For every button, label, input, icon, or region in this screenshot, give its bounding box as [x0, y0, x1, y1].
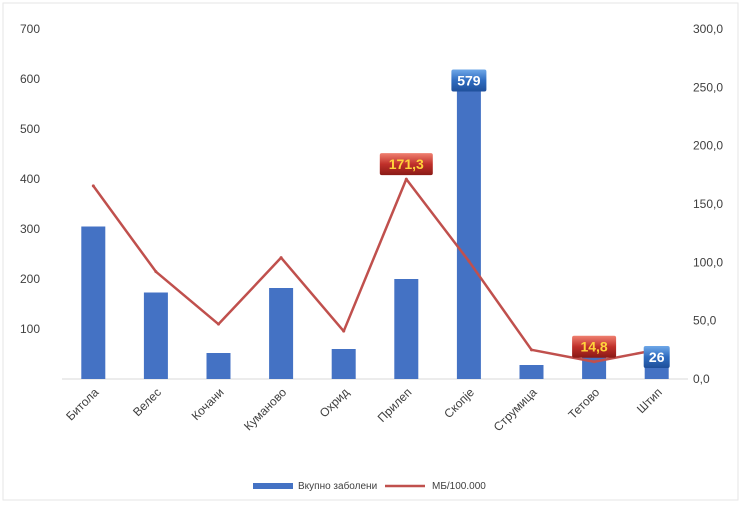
bar — [143, 292, 168, 379]
y-left-tick-label: 200 — [20, 272, 40, 286]
category-label: Штип — [634, 385, 665, 416]
bar — [519, 365, 544, 379]
legend-label: Вкупно заболени — [298, 480, 377, 492]
legend-label: МБ/100.000 — [432, 481, 486, 492]
data-label-box — [572, 335, 617, 358]
line-series — [92, 177, 657, 363]
category-label: Велес — [130, 385, 164, 419]
y-left-tick-label: 300 — [20, 222, 40, 236]
legend-swatch-bar — [253, 483, 293, 489]
y-left-tick-label: 700 — [20, 22, 40, 36]
bar — [81, 226, 106, 379]
category-label: Прилеп — [375, 385, 415, 425]
bar — [269, 288, 294, 379]
data-label-box — [451, 69, 487, 92]
bar — [206, 353, 231, 379]
data-label: 14,8 — [580, 339, 607, 355]
category-label: Охрид — [317, 385, 352, 420]
bar — [644, 366, 669, 379]
line-point — [592, 360, 596, 364]
category-label: Кочани — [189, 385, 227, 423]
bar — [582, 354, 607, 379]
y-left-tick-label: 600 — [20, 72, 40, 86]
data-label-box — [643, 346, 670, 368]
data-label: 579 — [457, 73, 481, 89]
y-right-tick-label: 50,0 — [693, 314, 717, 328]
bar — [394, 279, 419, 379]
data-label: 26 — [649, 349, 665, 365]
y-right-tick-label: 250,0 — [693, 80, 723, 94]
line-point — [467, 259, 471, 263]
category-label: Куманово — [241, 385, 289, 433]
bar — [456, 89, 481, 379]
y-left-tick-label: 400 — [20, 172, 40, 186]
line-point — [342, 329, 346, 333]
category-label: Скопје — [441, 385, 477, 421]
y-right-tick-label: 300,0 — [693, 22, 723, 36]
category-label: Битола — [63, 385, 101, 423]
y-right-tick-label: 100,0 — [693, 255, 723, 269]
category-label: Тетово — [566, 385, 603, 422]
line-point — [279, 256, 283, 260]
line-point — [154, 270, 158, 274]
line-point — [404, 177, 408, 181]
y-left-tick-label: 500 — [20, 122, 40, 136]
line-point — [530, 348, 533, 352]
y-right-tick-label: 200,0 — [693, 139, 723, 153]
y-left-tick-label: 100 — [20, 322, 40, 336]
data-label: 171,3 — [389, 156, 424, 172]
bar — [331, 349, 356, 379]
line-point — [217, 322, 220, 326]
y-right-tick-label: 0,0 — [693, 372, 710, 386]
line-point — [91, 184, 95, 188]
data-label-box — [379, 153, 433, 176]
category-label: Струмица — [491, 385, 540, 434]
y-right-tick-label: 150,0 — [693, 197, 723, 211]
